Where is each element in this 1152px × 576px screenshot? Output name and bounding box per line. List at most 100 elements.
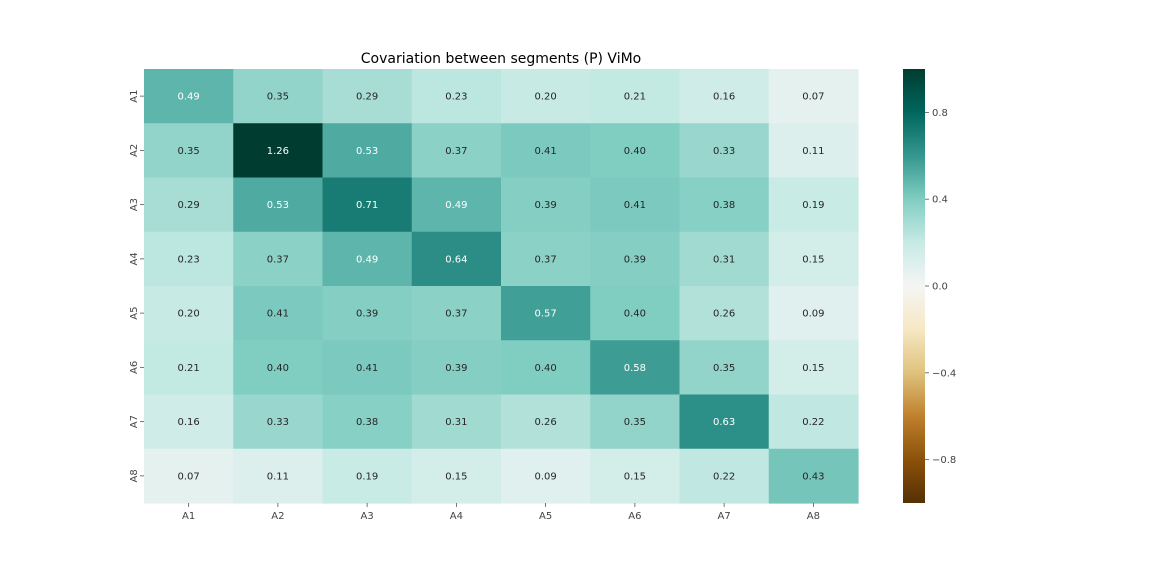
y-tick-label: A4: [129, 252, 140, 265]
cell-value-label: 0.37: [445, 309, 467, 320]
y-tick-label: A3: [129, 198, 140, 211]
heatmap-cell: [233, 394, 324, 450]
heatmap-cell: [144, 340, 234, 396]
heatmap-cell: [590, 394, 681, 450]
heatmap-cell: [322, 286, 413, 341]
cell-value-label: 0.35: [177, 146, 199, 157]
y-tick-label: A5: [129, 307, 140, 320]
cell-value-label: 0.21: [624, 92, 646, 103]
y-tick-label: A6: [129, 361, 140, 374]
colorbar-tick-label: 0.8: [932, 108, 948, 119]
cell-value-label: 0.39: [445, 363, 467, 374]
heatmap-cell: [411, 69, 502, 124]
cell-value-label: 0.35: [624, 417, 646, 428]
heatmap-cell: [501, 231, 591, 287]
heatmap-cell: [590, 177, 681, 233]
cell-value-label: 0.15: [802, 254, 824, 265]
heatmap-cell: [501, 177, 591, 233]
cell-value-label: 0.71: [356, 200, 378, 211]
heatmap-cell: [411, 286, 502, 341]
heatmap-cell: [233, 340, 324, 396]
heatmap-cell: [590, 340, 681, 396]
cell-value-label: 0.22: [713, 471, 735, 482]
cell-value-label: 0.49: [445, 200, 467, 211]
cell-value-label: 0.58: [624, 363, 646, 374]
heatmap-cell: [233, 69, 324, 124]
heatmap-cell: [322, 394, 413, 450]
cell-value-label: 0.37: [267, 254, 289, 265]
heatmap-cell: [679, 177, 770, 233]
cell-value-label: 0.21: [177, 363, 199, 374]
cell-value-label: 0.19: [802, 200, 824, 211]
heatmap-cell: [768, 448, 859, 504]
heatmap-cell: [322, 340, 413, 396]
heatmap-cell: [144, 177, 234, 233]
x-tick-label: A6: [628, 511, 641, 522]
cell-value-label: 0.07: [802, 92, 824, 103]
x-tick-label: A5: [539, 511, 552, 522]
heatmap-cell: [411, 123, 502, 179]
colorbar-tick-label: −0.4: [932, 368, 956, 379]
cell-value-label: 0.39: [356, 309, 378, 320]
cell-value-label: 0.11: [802, 146, 824, 157]
cell-value-label: 0.07: [177, 471, 199, 482]
cell-value-label: 0.23: [177, 254, 199, 265]
y-tick-label: A7: [129, 415, 140, 428]
cell-value-label: 0.33: [267, 417, 289, 428]
heatmap-cell: [768, 177, 859, 233]
x-axis-ticks: A1 A2 A3 A4 A5 A6 A7 A8: [182, 503, 820, 522]
heatmap-cell: [233, 177, 324, 233]
cell-value-label: 0.40: [267, 363, 289, 374]
heatmap-cell: [590, 448, 681, 504]
heatmap-cell: [679, 394, 770, 450]
heatmap-cell: [679, 69, 770, 124]
chart-title: Covariation between segments (P) ViMo: [361, 51, 641, 67]
cell-value-label: 0.53: [356, 146, 378, 157]
cell-value-label: 0.40: [534, 363, 556, 374]
cell-value-label: 0.11: [267, 471, 289, 482]
heatmap-cell: [233, 448, 324, 504]
cell-value-label: 0.41: [534, 146, 556, 157]
heatmap-cell: [144, 123, 234, 179]
cell-value-label: 0.26: [713, 309, 735, 320]
heatmap-cell: [322, 448, 413, 504]
cell-value-label: 0.16: [713, 92, 735, 103]
cell-value-label: 0.37: [534, 254, 556, 265]
y-tick-label: A2: [129, 144, 140, 157]
colorbar-tick-label: −0.8: [932, 455, 956, 466]
cell-value-label: 0.43: [802, 471, 824, 482]
cell-value-label: 0.22: [802, 417, 824, 428]
heatmap-cell: [322, 69, 413, 124]
heatmap-cell: [501, 123, 591, 179]
colorbar: [903, 69, 925, 503]
heatmap-cell: [679, 123, 770, 179]
heatmap-cell: [768, 394, 859, 450]
heatmap-cell: [679, 448, 770, 504]
heatmap-cell: [144, 394, 234, 450]
heatmap-cell: [679, 286, 770, 341]
heatmap-cell: [411, 448, 502, 504]
heatmap-cell: [679, 340, 770, 396]
heatmap-cell: [322, 123, 413, 179]
x-tick-label: A7: [718, 511, 731, 522]
cell-value-label: 0.15: [445, 471, 467, 482]
cell-value-label: 0.15: [802, 363, 824, 374]
heatmap-cell: [679, 231, 770, 287]
cell-value-label: 0.38: [356, 417, 378, 428]
heatmap-cell: [411, 394, 502, 450]
cell-value-label: 0.20: [534, 92, 556, 103]
cell-value-label: 0.16: [177, 417, 199, 428]
cell-value-label: 0.57: [534, 309, 556, 320]
cell-value-label: 0.37: [445, 146, 467, 157]
colorbar-tick-label: 0.0: [932, 282, 948, 293]
cell-value-label: 0.53: [267, 200, 289, 211]
cell-value-label: 0.41: [624, 200, 646, 211]
cell-value-label: 0.26: [534, 417, 556, 428]
cell-value-label: 0.35: [267, 92, 289, 103]
cell-value-label: 0.38: [713, 200, 735, 211]
cell-value-label: 0.35: [713, 363, 735, 374]
heatmap-cell: [501, 286, 591, 341]
cell-value-label: 0.41: [356, 363, 378, 374]
cell-value-label: 0.23: [445, 92, 467, 103]
heatmap-cell: [233, 231, 324, 287]
